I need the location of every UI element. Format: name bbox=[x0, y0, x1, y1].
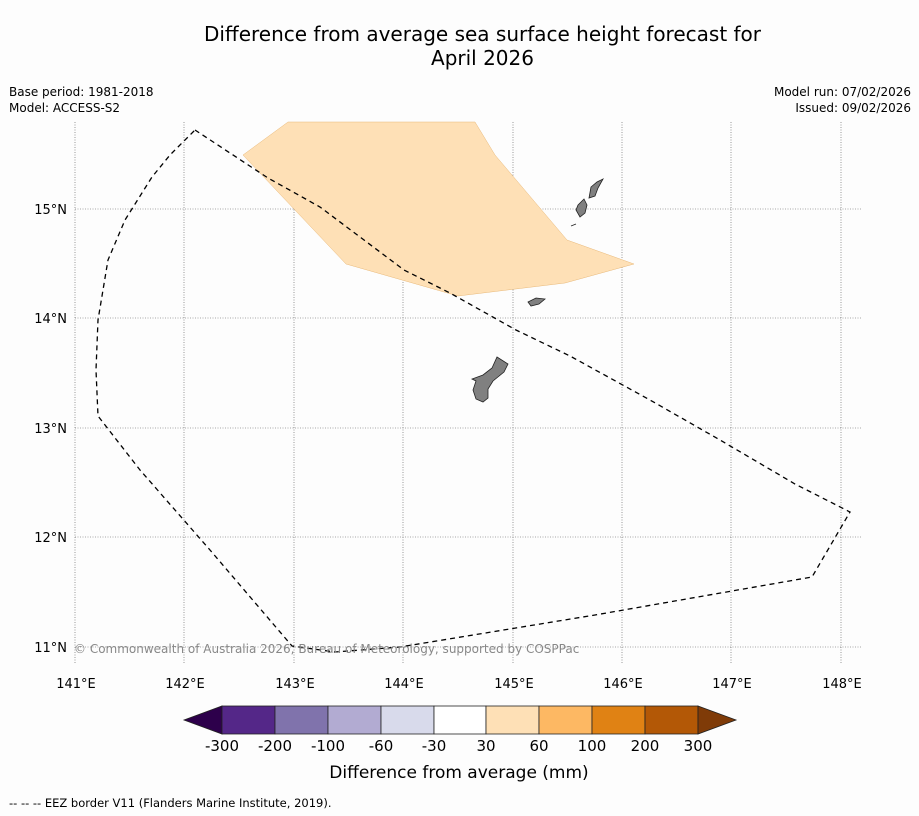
island-guam bbox=[470, 356, 509, 403]
lon-labels: 141°E 142°E 143°E 144°E 145°E 146°E 147°… bbox=[56, 677, 862, 692]
lat-label-14n: 14°N bbox=[34, 312, 67, 327]
colorbar-ticks: -300 -200 -100 -60 -30 30 60 100 200 300 bbox=[205, 737, 712, 755]
colorbar-tick: -200 bbox=[258, 737, 292, 755]
title-line-1: Difference from average sea surface heig… bbox=[203, 22, 762, 46]
colorbar-tick: -300 bbox=[205, 737, 239, 755]
colorbar-bin-4 bbox=[380, 705, 435, 735]
island-aguijan bbox=[570, 223, 577, 227]
lat-labels: 15°N 14°N 13°N 12°N 11°N bbox=[34, 203, 67, 656]
model-run: Model run: 07/02/2026 bbox=[773, 85, 911, 99]
colorbar-bin-1 bbox=[221, 705, 276, 735]
lon-label-142e: 142°E bbox=[165, 677, 205, 692]
eez-legend-footnote: -- -- -- EEZ border V11 (Flanders Marine… bbox=[9, 796, 332, 810]
model-name: Model: ACCESS-S2 bbox=[9, 101, 121, 115]
colorbar-extend-high bbox=[697, 705, 738, 735]
lon-label-146e: 146°E bbox=[603, 677, 643, 692]
eez-border bbox=[95, 129, 851, 653]
colorbar-bin-9 bbox=[644, 705, 699, 735]
lat-label-11n: 11°N bbox=[34, 641, 67, 656]
island-saipan bbox=[588, 178, 604, 199]
anomaly-region-30-60 bbox=[242, 121, 635, 297]
colorbar-bin-3 bbox=[327, 705, 382, 735]
colorbar-tick: 100 bbox=[578, 737, 607, 755]
colorbar-tick: -60 bbox=[369, 737, 394, 755]
colorbar-tick: -30 bbox=[422, 737, 447, 755]
colorbar-tick: 30 bbox=[476, 737, 495, 755]
colorbar-tick: -100 bbox=[311, 737, 345, 755]
graticule bbox=[74, 122, 862, 663]
colorbar-tick: 60 bbox=[529, 737, 548, 755]
colorbar-title: Difference from average (mm) bbox=[329, 763, 588, 783]
base-period: Base period: 1981-2018 bbox=[9, 85, 154, 99]
colorbar-bin-6 bbox=[485, 705, 540, 735]
colorbar-bin-5 bbox=[433, 705, 487, 735]
copyright-notice: © Commonwealth of Australia 2026, Bureau… bbox=[74, 642, 579, 656]
island-tinian bbox=[575, 198, 588, 218]
colorbar-tick: 200 bbox=[631, 737, 660, 755]
lon-label-145e: 145°E bbox=[494, 677, 534, 692]
lon-label-144e: 144°E bbox=[384, 677, 424, 692]
lat-label-13n: 13°N bbox=[34, 422, 67, 437]
lat-label-12n: 12°N bbox=[34, 531, 67, 546]
chart-title: Difference from average sea surface heig… bbox=[0, 22, 919, 70]
colorbar bbox=[182, 705, 738, 735]
landmasses bbox=[470, 178, 604, 403]
island-rota bbox=[527, 297, 546, 307]
title-line-2: April 2026 bbox=[431, 46, 534, 70]
colorbar-tick: 300 bbox=[684, 737, 713, 755]
lat-label-15n: 15°N bbox=[34, 203, 67, 218]
meta-right: Model run: 07/02/2026 Issued: 09/02/2026 bbox=[774, 84, 911, 116]
colorbar-bin-7 bbox=[538, 705, 593, 735]
lon-label-147e: 147°E bbox=[712, 677, 752, 692]
colorbar-bin-2 bbox=[274, 705, 329, 735]
colorbar-extend-low bbox=[182, 705, 223, 735]
colorbar-bin-8 bbox=[591, 705, 646, 735]
meta-left: Base period: 1981-2018 Model: ACCESS-S2 bbox=[9, 84, 154, 116]
lon-label-143e: 143°E bbox=[275, 677, 315, 692]
issued-date: Issued: 09/02/2026 bbox=[795, 101, 911, 115]
lon-label-141e: 141°E bbox=[56, 677, 96, 692]
lon-label-148e: 148°E bbox=[822, 677, 862, 692]
